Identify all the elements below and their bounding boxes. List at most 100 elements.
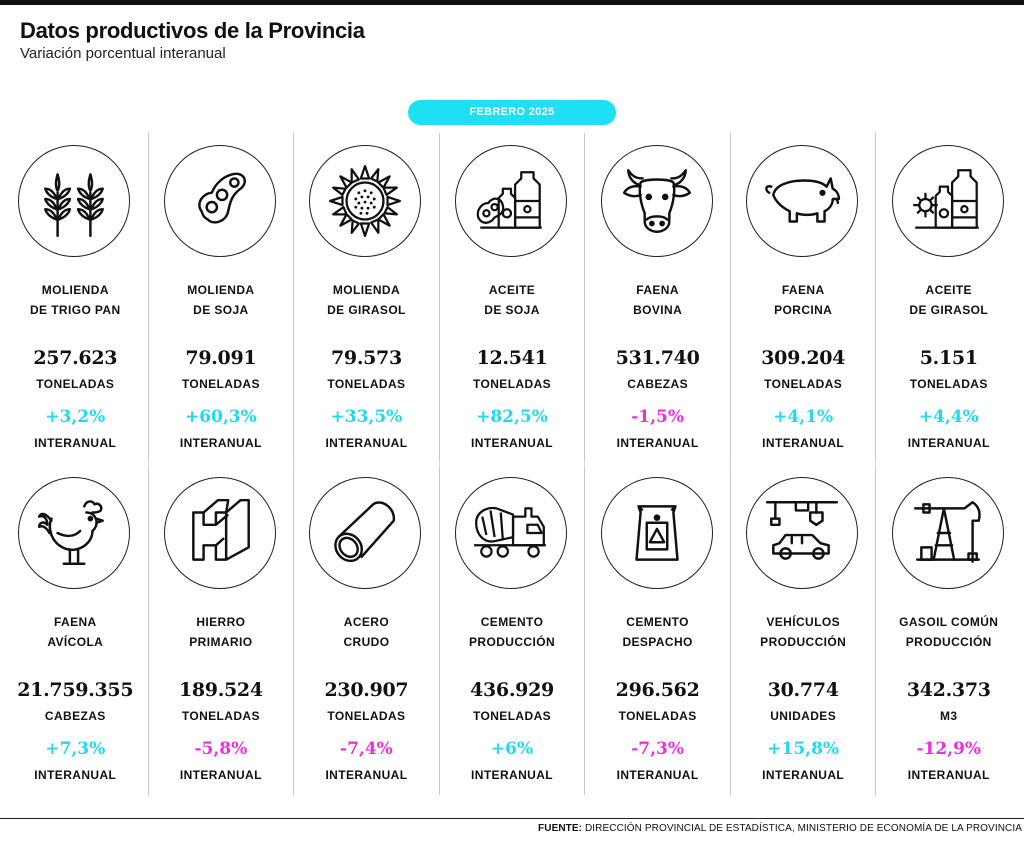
pig-icon bbox=[746, 145, 859, 257]
indicator-unit: TONELADAS bbox=[327, 709, 406, 723]
indicator-card: MOLIENDA DE GIRASOL 79.573 TONELADAS +33… bbox=[293, 133, 439, 463]
indicator-label: MOLIENDA DE TRIGO PAN bbox=[29, 283, 121, 317]
indicator-change-label: INTERANUAL bbox=[616, 436, 699, 450]
indicator-unit: TONELADAS bbox=[181, 377, 260, 391]
indicator-value: 189.524 bbox=[178, 679, 263, 701]
indicator-value: 436.929 bbox=[470, 679, 554, 701]
indicator-label: HIERRO PRIMARIO bbox=[189, 615, 253, 649]
indicator-label: GASOIL COMÚN PRODUCCIÓN bbox=[899, 615, 999, 649]
indicator-card: FAENA AVÍCOLA 21.759.355 CABEZAS +7,3% I… bbox=[3, 465, 148, 795]
sunflower-icon bbox=[309, 145, 422, 257]
indicator-label: MOLIENDA DE GIRASOL bbox=[327, 283, 406, 317]
indicator-card: ACEITE DE GIRASOL 5.151 TONELADAS +4,4% … bbox=[875, 133, 1021, 463]
steel-pipe-icon bbox=[309, 477, 422, 589]
indicator-value: 5.151 bbox=[919, 347, 978, 369]
indicator-change-label: INTERANUAL bbox=[616, 768, 699, 782]
indicator-value: 79.091 bbox=[185, 347, 257, 369]
indicator-row-2: FAENA AVÍCOLA 21.759.355 CABEZAS +7,3% I… bbox=[3, 465, 1021, 795]
indicator-value: 531.740 bbox=[615, 347, 700, 369]
indicator-label: FAENA AVÍCOLA bbox=[47, 615, 104, 649]
indicator-label: VEHÍCULOS PRODUCCIÓN bbox=[760, 615, 847, 649]
source-text: DIRECCIÓN PROVINCIAL DE ESTADÍSTICA, MIN… bbox=[584, 823, 1022, 834]
indicator-change: +3,2% bbox=[45, 407, 106, 427]
soy-oil-icon bbox=[455, 145, 568, 257]
indicator-card: ACEITE DE SOJA 12.541 TONELADAS +82,5% I… bbox=[438, 133, 585, 463]
indicator-unit: M3 bbox=[940, 709, 958, 723]
indicator-value: 342.373 bbox=[906, 679, 991, 701]
indicator-unit: TONELADAS bbox=[36, 377, 115, 391]
indicator-change-label: INTERANUAL bbox=[325, 768, 408, 782]
indicator-card: VEHÍCULOS PRODUCCIÓN 30.774 UNIDADES +15… bbox=[729, 465, 876, 795]
indicator-label: FAENA PORCINA bbox=[774, 283, 833, 317]
indicator-change: -1,5% bbox=[631, 407, 684, 427]
indicator-label: ACEITE DE SOJA bbox=[484, 283, 540, 317]
indicator-unit: TONELADAS bbox=[472, 709, 552, 723]
period-badge: FEBRERO 2025 bbox=[408, 100, 616, 125]
indicator-unit: TONELADAS bbox=[181, 709, 260, 723]
indicator-value: 230.907 bbox=[324, 679, 409, 701]
indicator-unit: TONELADAS bbox=[909, 377, 988, 391]
indicator-change: -7,4% bbox=[340, 739, 393, 759]
indicator-value: 21.759.355 bbox=[17, 679, 134, 701]
cement-mixer-icon bbox=[455, 477, 568, 589]
wheat-icon bbox=[18, 145, 131, 257]
source-label: FUENTE: bbox=[538, 823, 583, 834]
indicator-change: +7,3% bbox=[45, 739, 106, 759]
car-factory-icon bbox=[746, 477, 859, 589]
indicator-change-label: INTERANUAL bbox=[179, 436, 262, 450]
indicator-change-label: INTERANUAL bbox=[179, 768, 262, 782]
page-title: Datos productivos de la Provincia bbox=[20, 18, 365, 43]
indicator-unit: CABEZAS bbox=[627, 377, 688, 391]
indicator-label: ACERO CRUDO bbox=[343, 615, 390, 649]
indicator-card: ACERO CRUDO 230.907 TONELADAS -7,4% INTE… bbox=[293, 465, 439, 795]
cement-bag-icon bbox=[600, 477, 713, 589]
indicator-change-label: INTERANUAL bbox=[762, 768, 845, 782]
indicator-change-label: INTERANUAL bbox=[325, 436, 408, 450]
indicator-label: MOLIENDA DE SOJA bbox=[187, 283, 255, 317]
indicator-value: 257.623 bbox=[33, 347, 118, 369]
indicator-card: HIERRO PRIMARIO 189.524 TONELADAS -5,8% … bbox=[147, 465, 294, 795]
indicator-value: 79.573 bbox=[330, 347, 402, 369]
indicator-change: -7,3% bbox=[631, 739, 684, 759]
indicator-label: FAENA BOVINA bbox=[633, 283, 683, 317]
indicator-change: -12,9% bbox=[916, 739, 982, 759]
indicator-change-label: INTERANUAL bbox=[34, 768, 117, 782]
indicator-label: CEMENTO PRODUCCIÓN bbox=[469, 615, 556, 649]
indicator-unit: UNIDADES bbox=[770, 709, 837, 723]
indicator-change: +6% bbox=[490, 739, 534, 759]
indicator-unit: CABEZAS bbox=[44, 709, 106, 723]
indicator-label: ACEITE DE GIRASOL bbox=[909, 283, 989, 317]
indicator-change-label: INTERANUAL bbox=[471, 768, 554, 782]
page-subtitle: Variación porcentual interanual bbox=[20, 45, 226, 62]
indicator-change-label: INTERANUAL bbox=[907, 768, 990, 782]
indicator-change-label: INTERANUAL bbox=[471, 436, 554, 450]
footer-rule bbox=[0, 818, 1024, 819]
soybean-icon bbox=[163, 145, 276, 257]
indicator-unit: TONELADAS bbox=[618, 709, 697, 723]
indicator-card: FAENA PORCINA 309.204 TONELADAS +4,1% IN… bbox=[729, 133, 876, 463]
indicator-change: +4,1% bbox=[773, 407, 834, 427]
indicator-change: -5,8% bbox=[194, 739, 248, 759]
indicator-row-1: MOLIENDA DE TRIGO PAN 257.623 TONELADAS … bbox=[3, 133, 1021, 463]
oil-pump-icon bbox=[891, 477, 1004, 589]
indicator-change-label: INTERANUAL bbox=[907, 436, 990, 450]
indicator-change: +60,3% bbox=[184, 407, 257, 427]
sunflower-oil-icon bbox=[891, 145, 1004, 257]
indicator-card: CEMENTO PRODUCCIÓN 436.929 TONELADAS +6%… bbox=[438, 465, 585, 795]
indicator-label: CEMENTO DESPACHO bbox=[622, 615, 693, 649]
indicator-unit: TONELADAS bbox=[764, 377, 843, 391]
indicator-change: +15,8% bbox=[767, 739, 840, 759]
cow-icon bbox=[600, 145, 713, 257]
indicator-card: GASOIL COMÚN PRODUCCIÓN 342.373 M3 -12,9… bbox=[875, 465, 1021, 795]
indicator-card: FAENA BOVINA 531.740 CABEZAS -1,5% INTER… bbox=[584, 133, 730, 463]
indicator-unit: TONELADAS bbox=[327, 377, 406, 391]
indicator-card: CEMENTO DESPACHO 296.562 TONELADAS -7,3%… bbox=[584, 465, 730, 795]
indicator-change-label: INTERANUAL bbox=[762, 436, 845, 450]
rooster-icon bbox=[18, 477, 131, 589]
indicator-value: 296.562 bbox=[615, 679, 700, 701]
indicator-value: 309.204 bbox=[761, 347, 846, 369]
steel-beam-icon bbox=[163, 477, 276, 589]
indicator-change: +4,4% bbox=[918, 407, 979, 427]
indicator-change: +82,5% bbox=[476, 407, 548, 427]
indicator-unit: TONELADAS bbox=[472, 377, 552, 391]
